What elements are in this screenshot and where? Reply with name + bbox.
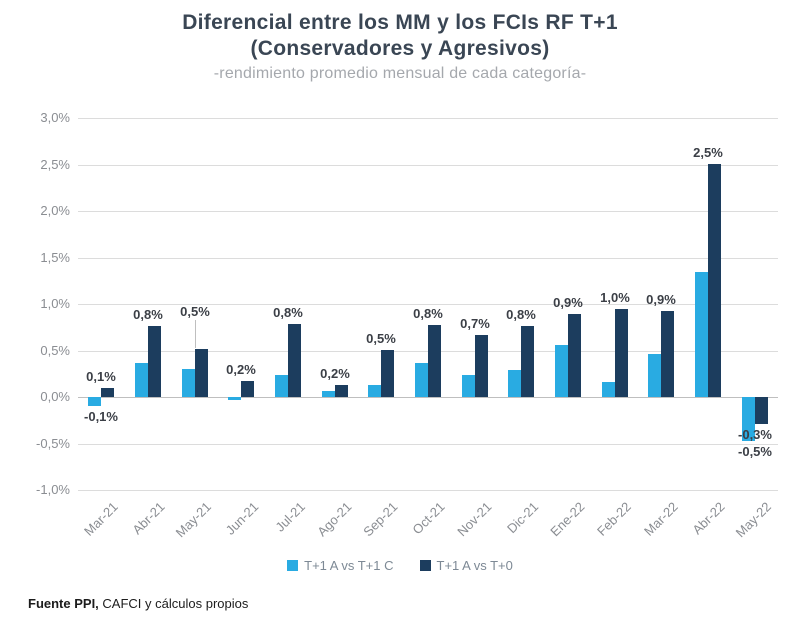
bar-value-label: 0,8% (506, 307, 536, 322)
x-axis-label: Mar-21 (81, 499, 121, 539)
x-axis-label: Sep-21 (360, 499, 401, 540)
bar-value-label: 0,2% (320, 366, 350, 381)
bar-value-label: 0,5% (180, 304, 210, 319)
bar-t1a-vs-t1c (228, 397, 241, 400)
gridline (78, 397, 778, 398)
chart-title-line1: Diferencial entre los MM y los FCIs RF T… (182, 11, 618, 34)
gridline (78, 258, 778, 259)
legend-item-t1a-vs-t0: T+1 A vs T+0 (419, 558, 513, 573)
bar-t1a-vs-t1c (695, 272, 708, 397)
bar-t1a-vs-t1c (182, 369, 195, 397)
chart-subtitle: -rendimiento promedio mensual de cada ca… (213, 65, 587, 82)
y-axis-tick-label: 0,0% (40, 389, 70, 404)
gridline (78, 490, 778, 491)
bar-t1a-vs-t0 (335, 385, 348, 397)
bar-value-label: 0,2% (226, 362, 256, 377)
footer-source: Fuente PPI, CAFCI y cálculos propios (28, 596, 248, 611)
gridline (78, 304, 778, 305)
bar-t1a-vs-t0 (755, 397, 768, 424)
bar-t1a-vs-t0 (148, 326, 161, 397)
y-axis-tick-label: 3,0% (40, 110, 70, 125)
bar-t1a-vs-t1c (602, 382, 615, 397)
bar-t1a-vs-t1c (322, 391, 335, 397)
legend-item-t1a-vs-t1c: T+1 A vs T+1 C (287, 558, 394, 573)
x-axis-label: Ene-22 (547, 499, 588, 540)
bar-value-label: 0,8% (413, 306, 443, 321)
bar-value-label: 0,7% (460, 316, 490, 331)
x-axis-label: Jun-21 (222, 499, 261, 538)
bar-t1a-vs-t0 (195, 349, 208, 397)
bar-t1a-vs-t0 (288, 324, 301, 397)
bar-t1a-vs-t1c (555, 345, 568, 397)
legend-label: T+1 A vs T+1 C (304, 558, 394, 573)
y-axis-tick-label: 2,0% (40, 203, 70, 218)
legend: T+1 A vs T+1 C T+1 A vs T+0 (0, 558, 800, 573)
x-axis-label: May-22 (733, 499, 775, 541)
bar-t1a-vs-t1c (368, 385, 381, 397)
bar-value-label: 1,0% (600, 290, 630, 305)
bar-t1a-vs-t0 (101, 388, 114, 397)
y-axis-tick-label: -0,5% (36, 436, 70, 451)
y-axis-tick-label: -1,0% (36, 482, 70, 497)
y-axis-tick-label: 0,5% (40, 343, 70, 358)
x-axis-label: Oct-21 (409, 499, 448, 538)
bar-value-label: -0,3% (738, 427, 772, 442)
gridline (78, 211, 778, 212)
bar-t1a-vs-t0 (241, 381, 254, 397)
bar-value-label: 0,1% (86, 369, 116, 384)
bar-value-label: -0,1% (84, 409, 118, 424)
bar-t1a-vs-t0 (568, 314, 581, 397)
x-axis-label: Feb-22 (594, 499, 635, 539)
x-axis-label: Jul-21 (271, 499, 308, 535)
y-axis-tick-label: 1,5% (40, 250, 70, 265)
bar-t1a-vs-t1c (648, 354, 661, 397)
x-axis-label: Abr-21 (129, 499, 168, 538)
chart-title-line2: (Conservadores y Agresivos) (250, 37, 550, 60)
gridline (78, 165, 778, 166)
bar-t1a-vs-t0 (381, 350, 394, 397)
footer-source-bold: Fuente PPI, (28, 596, 99, 611)
footer-source-rest: CAFCI y cálculos propios (98, 596, 249, 611)
bar-t1a-vs-t1c (508, 370, 521, 397)
bar-t1a-vs-t0 (521, 326, 534, 397)
legend-swatch-light-blue (287, 560, 299, 571)
bar-value-label: 0,8% (133, 307, 163, 322)
bar-t1a-vs-t1c (135, 363, 148, 397)
x-axis-label: Mar-22 (641, 499, 681, 539)
bar-t1a-vs-t0 (428, 325, 441, 397)
x-axis-label: Abr-22 (689, 499, 728, 538)
bar-t1a-vs-t1c (462, 375, 475, 397)
x-axis-label: Nov-21 (454, 499, 495, 540)
gridline (78, 444, 778, 445)
legend-swatch-dark-blue (419, 560, 431, 571)
bar-value-label: 0,9% (646, 292, 676, 307)
bar-t1a-vs-t1c (415, 363, 428, 397)
x-axis-label: May-21 (173, 499, 215, 541)
y-axis-tick-label: 1,0% (40, 296, 70, 311)
bar-t1a-vs-t0 (475, 335, 488, 397)
bar-value-label: 0,9% (553, 295, 583, 310)
x-axis-label: Ago-21 (314, 499, 355, 540)
gridline (78, 118, 778, 119)
bar-t1a-vs-t0 (661, 311, 674, 397)
bar-t1a-vs-t1c (275, 375, 288, 397)
y-axis-tick-label: 2,5% (40, 157, 70, 172)
bar-value-label: 2,5% (693, 145, 723, 160)
x-axis-label: Dic-21 (503, 499, 541, 537)
bar-t1a-vs-t0 (615, 309, 628, 397)
label-leader-line (195, 320, 196, 348)
bar-value-label: 0,5% (366, 331, 396, 346)
bar-value-label: -0,5% (738, 444, 772, 459)
bar-value-label: 0,8% (273, 305, 303, 320)
bar-t1a-vs-t1c (88, 397, 101, 406)
bar-t1a-vs-t1c (742, 397, 755, 441)
legend-label: T+1 A vs T+0 (436, 558, 513, 573)
bar-t1a-vs-t0 (708, 164, 721, 397)
